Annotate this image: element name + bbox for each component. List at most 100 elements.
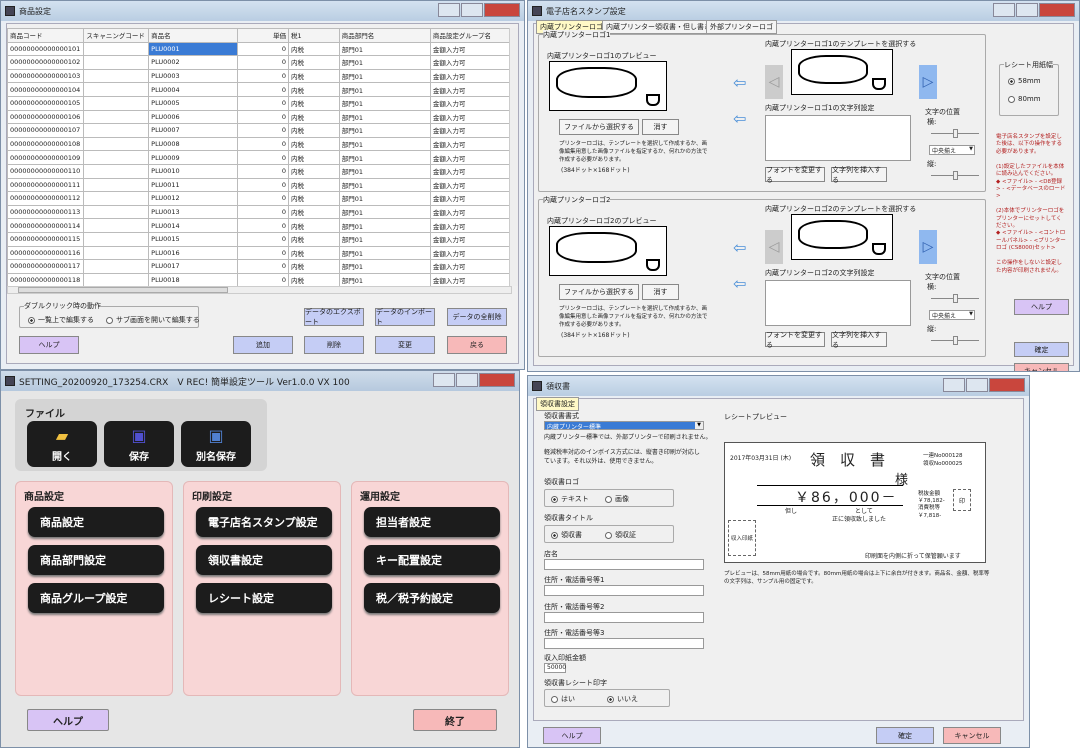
table-row[interactable]: 00000000000000115 PLU0015 0 内税 部門01 金額入力可 <box>7 231 512 247</box>
maximize-button[interactable] <box>1016 3 1038 17</box>
table-cell[interactable]: 内税 <box>288 123 340 138</box>
vertical-slider[interactable] <box>931 171 979 180</box>
table-cell[interactable]: PLU0002 <box>148 55 239 70</box>
radio-58mm[interactable]: 58mm <box>1008 77 1041 85</box>
table-cell[interactable]: 00000000000000104 <box>7 82 85 97</box>
table-cell[interactable]: 金額入力可 <box>429 68 512 84</box>
table-row[interactable]: 00000000000000110 PLU0010 0 内税 部門01 金額入力可 <box>7 163 512 179</box>
table-cell[interactable]: PLU0005 <box>148 95 239 111</box>
exit-button[interactable]: 終了 <box>413 709 497 731</box>
open-button[interactable]: ▰ 開く <box>27 421 97 467</box>
table-cell[interactable]: 部門01 <box>338 204 431 220</box>
table-cell[interactable]: 0 <box>237 259 290 274</box>
table-cell[interactable]: 内税 <box>288 272 340 286</box>
table-cell[interactable]: 金額入力可 <box>429 177 512 193</box>
minimize-button[interactable] <box>993 3 1015 17</box>
table-cell[interactable]: 金額入力可 <box>429 123 512 138</box>
table-cell[interactable]: 内税 <box>288 109 340 125</box>
help-button[interactable]: ヘルプ <box>543 727 601 744</box>
table-cell[interactable]: 部門01 <box>338 272 431 286</box>
maximize-button[interactable] <box>966 378 988 392</box>
tab-external-logo[interactable]: 外部プリンターロゴ <box>706 20 777 34</box>
column-header[interactable]: スキャニングコード <box>83 28 150 43</box>
table-row[interactable]: 00000000000000109 PLU0009 0 内税 部門01 金額入力可 <box>7 150 512 165</box>
table-cell[interactable]: 部門01 <box>338 109 431 125</box>
addr1-input[interactable] <box>544 585 704 596</box>
horizontal-slider[interactable] <box>931 294 979 303</box>
table-cell[interactable]: 内税 <box>288 95 340 111</box>
table-cell[interactable]: 内税 <box>288 136 340 152</box>
cancel-button[interactable]: キャンセル <box>943 727 1001 744</box>
prev-template-button[interactable]: ◁ <box>765 65 783 99</box>
table-cell[interactable]: PLU0004 <box>148 82 239 97</box>
settings-button[interactable]: 商品部門設定 <box>28 545 164 575</box>
table-cell[interactable]: 部門01 <box>338 123 431 138</box>
table-cell[interactable]: 0 <box>237 204 290 220</box>
column-header[interactable]: 単価 <box>237 28 290 43</box>
table-cell[interactable] <box>83 68 150 84</box>
close-button[interactable] <box>484 3 520 17</box>
back-button[interactable]: 戻る <box>447 336 507 354</box>
table-cell[interactable]: 0 <box>237 136 290 152</box>
erase-button[interactable]: 消す <box>642 284 679 300</box>
table-cell[interactable]: 00000000000000106 <box>7 109 85 125</box>
table-cell[interactable]: 0 <box>237 163 290 179</box>
table-cell[interactable]: PLU0017 <box>148 259 239 274</box>
cancel-button[interactable]: キャンセル <box>1014 363 1069 371</box>
column-header[interactable]: 商品名 <box>148 28 239 43</box>
settings-button[interactable]: 領収書設定 <box>196 545 332 575</box>
table-cell[interactable]: 0 <box>237 109 290 125</box>
table-cell[interactable]: 0 <box>237 95 290 111</box>
table-cell[interactable]: 内税 <box>288 68 340 84</box>
table-cell[interactable]: 内税 <box>288 150 340 165</box>
table-cell[interactable] <box>83 95 150 111</box>
ok-button[interactable]: 確定 <box>1014 342 1069 357</box>
format-select[interactable]: 内蔵プリンター標準 ▼ <box>544 421 704 431</box>
arrow-left-icon[interactable]: ⇦ <box>733 73 747 92</box>
table-cell[interactable] <box>83 191 150 206</box>
maximize-button[interactable] <box>456 373 478 387</box>
minimize-button[interactable] <box>943 378 965 392</box>
table-cell[interactable]: 金額入力可 <box>429 150 512 165</box>
logo-text-input[interactable] <box>765 115 911 161</box>
table-cell[interactable]: 0 <box>237 55 290 70</box>
table-cell[interactable]: PLU0011 <box>148 177 239 193</box>
horizontal-scrollbar[interactable] <box>7 286 512 294</box>
delete-button[interactable]: 削除 <box>304 336 364 354</box>
table-cell[interactable]: PLU0007 <box>148 123 239 138</box>
table-cell[interactable]: 00000000000000105 <box>7 95 85 111</box>
table-cell[interactable]: 部門01 <box>338 150 431 165</box>
settings-button[interactable]: レシート設定 <box>196 583 332 613</box>
table-cell[interactable]: PLU0009 <box>148 150 239 165</box>
table-cell[interactable]: 内税 <box>288 191 340 206</box>
help-button[interactable]: ヘルプ <box>1014 299 1069 315</box>
column-header[interactable]: 商品設定グループ名 <box>429 28 512 43</box>
table-cell[interactable]: 0 <box>237 191 290 206</box>
table-cell[interactable]: PLU0010 <box>148 163 239 179</box>
table-cell[interactable]: PLU0006 <box>148 109 239 125</box>
table-cell[interactable]: 金額入力可 <box>429 272 512 286</box>
table-cell[interactable]: PLU0013 <box>148 204 239 220</box>
table-cell[interactable] <box>83 272 150 286</box>
table-row[interactable]: 00000000000000118 PLU0018 0 内税 部門01 金額入力可 <box>7 272 512 286</box>
change-button[interactable]: 変更 <box>375 336 435 354</box>
table-cell[interactable]: 部門01 <box>338 163 431 179</box>
table-cell[interactable]: 部門01 <box>338 95 431 111</box>
vertical-scrollbar[interactable] <box>509 28 518 286</box>
table-cell[interactable]: 00000000000000113 <box>7 204 85 220</box>
vertical-slider[interactable] <box>931 336 979 345</box>
table-row[interactable]: 00000000000000105 PLU0005 0 内税 部門01 金額入力可 <box>7 95 512 111</box>
table-cell[interactable]: 部門01 <box>338 68 431 84</box>
table-cell[interactable] <box>83 41 150 57</box>
close-button[interactable] <box>479 373 515 387</box>
template-preview[interactable] <box>791 49 893 95</box>
horizontal-slider[interactable] <box>931 129 979 138</box>
table-row[interactable]: 00000000000000112 PLU0012 0 内税 部門01 金額入力可 <box>7 191 512 206</box>
arrow-left-icon[interactable]: ⇦ <box>733 109 747 128</box>
table-cell[interactable] <box>83 259 150 274</box>
table-row[interactable]: 00000000000000101 PLU0001 0 内税 部門01 金額入力可 <box>7 41 512 57</box>
ok-button[interactable]: 確定 <box>876 727 934 744</box>
table-cell[interactable] <box>83 245 150 261</box>
table-cell[interactable]: 0 <box>237 82 290 97</box>
stamp-amount-input[interactable]: 50000 <box>544 663 566 673</box>
